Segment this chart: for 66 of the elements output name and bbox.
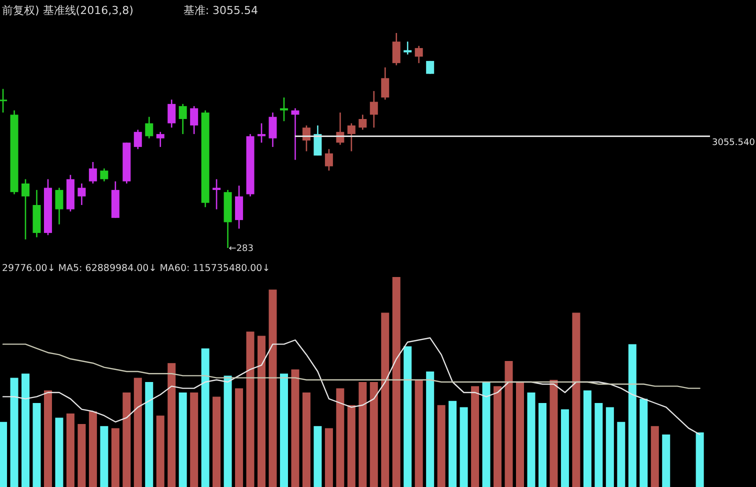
bar <box>504 361 513 487</box>
bar <box>268 290 277 487</box>
bar <box>426 372 434 487</box>
bar <box>414 380 423 487</box>
bar <box>606 407 614 487</box>
bar <box>224 376 232 487</box>
bar <box>370 382 378 487</box>
bar <box>662 434 670 487</box>
bar <box>156 416 164 487</box>
bar <box>291 369 300 487</box>
bar <box>134 378 142 487</box>
bar <box>650 426 659 487</box>
bar <box>178 392 187 487</box>
bar <box>381 312 390 487</box>
bar <box>594 403 603 487</box>
bar <box>21 374 30 487</box>
bar <box>280 374 288 487</box>
bar <box>145 382 154 487</box>
bar <box>460 407 468 487</box>
bar <box>32 403 41 487</box>
bar <box>168 363 176 487</box>
chart-subtitle: 29776.00↓ MA5: 62889984.00↓ MA60: 115735480.00↓ <box>2 263 270 274</box>
bar <box>482 382 490 487</box>
chart-title: 前复权) 基准线(2016,3,8) <box>2 4 134 17</box>
bar <box>88 411 97 487</box>
bar <box>550 380 558 487</box>
bar <box>640 398 648 487</box>
bar <box>437 405 446 487</box>
annotation: ←283 <box>228 244 254 254</box>
bar <box>527 392 536 487</box>
bar <box>212 396 221 487</box>
bar <box>538 403 546 487</box>
bar <box>78 424 86 487</box>
bar <box>471 386 480 487</box>
bar <box>55 418 64 487</box>
bar <box>0 422 8 487</box>
bar <box>617 422 626 487</box>
bar <box>201 348 210 487</box>
bar <box>583 390 592 487</box>
bar <box>347 405 356 487</box>
bar <box>358 382 367 487</box>
bar <box>516 382 524 487</box>
bar <box>392 277 400 487</box>
bar <box>10 378 18 487</box>
bar <box>302 392 310 487</box>
bar <box>336 388 344 487</box>
y2-axis-title: 3055.540 <box>712 138 756 148</box>
bar <box>190 392 198 487</box>
bar <box>572 312 580 487</box>
bar <box>235 388 244 487</box>
bar <box>696 432 704 487</box>
bar <box>111 428 120 487</box>
bar <box>494 386 502 487</box>
bar <box>100 426 108 487</box>
bar <box>560 409 569 487</box>
bar <box>448 400 457 487</box>
bar <box>246 332 254 487</box>
text: 基准: 3055.54 <box>183 4 258 17</box>
bar <box>66 414 74 487</box>
bar <box>122 392 131 487</box>
bar <box>324 428 333 487</box>
bar <box>314 426 322 487</box>
bar <box>44 390 52 487</box>
bar <box>628 344 636 487</box>
bar <box>258 336 266 487</box>
bar <box>404 346 412 487</box>
